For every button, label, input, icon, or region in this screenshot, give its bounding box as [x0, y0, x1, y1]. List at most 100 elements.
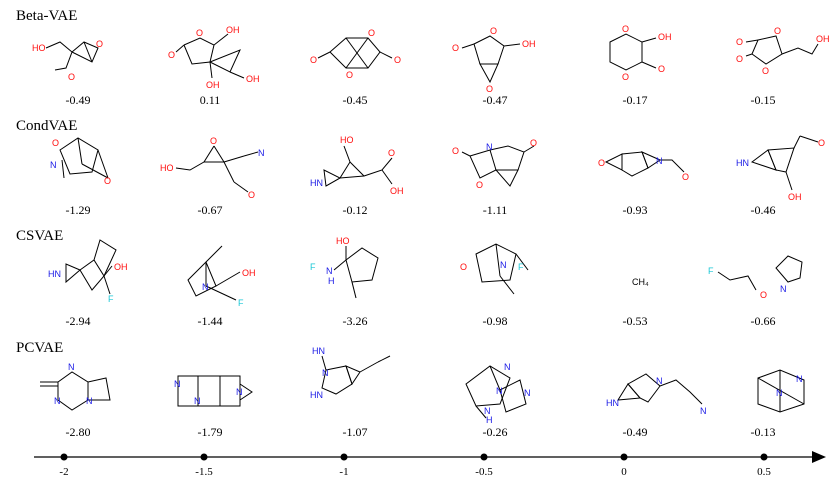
atom-label: OH	[226, 25, 240, 35]
atom-label: O	[310, 55, 317, 65]
atom-label: OH	[246, 74, 260, 84]
score-r2-m2: -3.26	[342, 314, 368, 328]
axis-tick-label: -2	[59, 466, 69, 478]
molecule-r1-m5	[750, 135, 819, 191]
atom-label: N	[796, 374, 803, 384]
atom-label: O	[104, 176, 111, 186]
axis-arrow-icon	[812, 451, 826, 463]
atom-label: O	[760, 290, 767, 300]
molecule-r1-m0	[59, 137, 109, 179]
score-r0-m3: -0.47	[482, 93, 508, 107]
molecule-r1-m4	[604, 151, 685, 177]
molecule-r3-m4	[617, 373, 703, 405]
atom-label: O	[368, 28, 375, 38]
row-title-csvae: CSVAE	[16, 228, 64, 244]
score-r3-m1: -1.79	[197, 425, 223, 439]
atom-label: O	[736, 37, 743, 47]
atom-label: F	[708, 266, 714, 276]
atom-label: N	[258, 148, 265, 158]
atom-label: O	[622, 72, 629, 82]
molecule-r3-m2	[321, 355, 391, 395]
atom-label: O	[452, 43, 459, 53]
molecule-r2-m2	[333, 246, 379, 299]
score-r3-m5: -0.13	[750, 425, 776, 439]
score-r1-m5: -0.46	[750, 203, 776, 217]
atom-label: OH	[816, 34, 830, 44]
axis-tick-label: 0.5	[757, 466, 771, 478]
atom-label: O	[68, 72, 75, 82]
atom-label: O	[486, 84, 493, 94]
molecule-r0-m2	[317, 37, 393, 69]
molecule-r1-m1	[175, 145, 259, 193]
atom-label: O	[96, 39, 103, 49]
molecule-r3-m3	[465, 365, 527, 419]
axis-tick-dot	[340, 453, 348, 461]
row-title-pcvae: PCVAE	[16, 340, 64, 356]
atom-label: N	[656, 156, 663, 166]
atom-label: O	[388, 148, 395, 158]
atom-label: N	[700, 406, 707, 416]
atom-label: H	[328, 276, 335, 286]
score-r1-m2: -0.12	[342, 203, 368, 217]
molecule-r3-m5	[757, 369, 805, 413]
row-title-condvae: CondVAE	[16, 118, 78, 134]
atom-label: O	[818, 138, 825, 148]
atom-label: N	[504, 362, 511, 372]
atom-label: O	[736, 54, 743, 64]
atom-label: N	[326, 266, 333, 276]
atom-label: HN	[48, 269, 61, 279]
atom-label: OH	[242, 268, 256, 278]
score-r0-m1: 0.11	[199, 93, 221, 107]
atom-label: HN	[310, 178, 323, 188]
atom-label: O	[248, 190, 255, 200]
molecule-r3-m1	[177, 375, 253, 407]
score-r3-m4: -0.49	[622, 425, 648, 439]
atom-label: O	[762, 66, 769, 76]
atom-label: N	[202, 282, 209, 292]
axis-tick-dot	[60, 453, 68, 461]
atom-label: O	[196, 28, 203, 38]
atom-label: N	[322, 368, 329, 378]
atom-label: O	[452, 146, 459, 156]
atom-label: N	[236, 387, 243, 397]
axis-tick-label: 0	[621, 466, 627, 478]
axis-tick-label: -1	[339, 466, 349, 478]
atom-label: H	[486, 415, 493, 425]
axis-tick-label: -0.5	[475, 466, 493, 478]
atom-label: O	[598, 158, 605, 168]
atom-label: N	[68, 362, 75, 372]
atom-label: N	[50, 160, 57, 170]
score-r0-m0: -0.49	[65, 93, 91, 107]
atom-label: N	[496, 386, 503, 396]
score-r0-m4: -0.17	[622, 93, 648, 107]
atom-label: OH	[390, 186, 404, 196]
score-r1-m4: -0.93	[622, 203, 648, 217]
atom-label: OH	[788, 192, 802, 202]
atom-label: F	[310, 262, 316, 272]
atom-label: O	[682, 172, 689, 182]
score-r1-m0: -1.29	[65, 203, 91, 217]
atom-label: OH	[522, 39, 536, 49]
score-r0-m2: -0.45	[342, 93, 368, 107]
atom-label: N	[484, 406, 491, 416]
atom-label: N	[780, 284, 787, 294]
score-r3-m0: -2.80	[65, 425, 91, 439]
molecule-r3-m0	[40, 371, 111, 411]
atom-label: N	[174, 379, 181, 389]
atom-label: F	[108, 294, 114, 304]
atom-label: O	[774, 26, 781, 36]
molecule-r2-m3	[475, 243, 529, 295]
atom-label: N	[524, 388, 531, 398]
atom-label: F	[518, 262, 524, 272]
atom-label: HN	[310, 390, 323, 400]
atom-label: O	[530, 138, 537, 148]
molecule-r1-m2	[323, 145, 393, 187]
score-r2-m1: -1.44	[197, 314, 223, 328]
atom-label: HO	[160, 163, 174, 173]
atom-label: N	[500, 260, 507, 270]
atom-label: HN	[312, 346, 325, 356]
atom-label: HN	[736, 158, 749, 168]
